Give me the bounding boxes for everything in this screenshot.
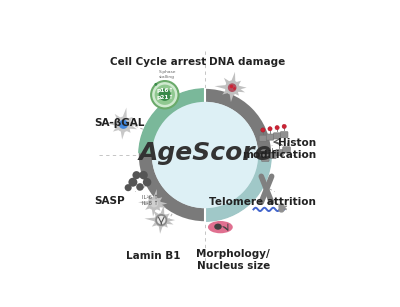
Circle shape bbox=[152, 102, 258, 208]
Polygon shape bbox=[105, 122, 117, 126]
Circle shape bbox=[159, 89, 171, 101]
Text: S-phase
stalling: S-phase stalling bbox=[158, 70, 176, 79]
Polygon shape bbox=[160, 205, 164, 215]
Polygon shape bbox=[159, 226, 163, 234]
Circle shape bbox=[154, 83, 157, 86]
Polygon shape bbox=[167, 218, 175, 222]
Polygon shape bbox=[121, 130, 125, 140]
Polygon shape bbox=[159, 204, 166, 208]
Polygon shape bbox=[126, 128, 130, 133]
Circle shape bbox=[152, 102, 258, 208]
Circle shape bbox=[139, 89, 271, 221]
Circle shape bbox=[148, 197, 161, 210]
Polygon shape bbox=[160, 202, 167, 205]
FancyBboxPatch shape bbox=[266, 134, 274, 140]
Circle shape bbox=[154, 213, 168, 227]
Polygon shape bbox=[113, 126, 120, 132]
Circle shape bbox=[139, 171, 148, 179]
Polygon shape bbox=[152, 209, 156, 217]
Circle shape bbox=[119, 120, 128, 129]
Wedge shape bbox=[205, 157, 271, 221]
Polygon shape bbox=[138, 201, 149, 205]
Polygon shape bbox=[230, 94, 234, 102]
Circle shape bbox=[150, 200, 158, 208]
Wedge shape bbox=[139, 89, 205, 153]
Polygon shape bbox=[152, 222, 158, 227]
FancyBboxPatch shape bbox=[273, 133, 281, 139]
Polygon shape bbox=[165, 213, 170, 218]
Circle shape bbox=[225, 80, 240, 95]
Polygon shape bbox=[145, 205, 151, 210]
Circle shape bbox=[125, 184, 132, 191]
Text: Histon
modification: Histon modification bbox=[242, 138, 316, 160]
Polygon shape bbox=[157, 197, 162, 202]
FancyBboxPatch shape bbox=[259, 135, 267, 141]
Polygon shape bbox=[153, 189, 157, 198]
Text: SASP: SASP bbox=[94, 196, 124, 206]
Ellipse shape bbox=[214, 223, 222, 230]
Polygon shape bbox=[166, 220, 174, 224]
Polygon shape bbox=[238, 86, 247, 90]
Polygon shape bbox=[122, 107, 127, 118]
Text: Morphology/
Nucleus size: Morphology/ Nucleus size bbox=[196, 249, 270, 271]
FancyBboxPatch shape bbox=[283, 147, 290, 153]
Circle shape bbox=[157, 216, 166, 224]
Text: Telomere attrition: Telomere attrition bbox=[209, 197, 316, 207]
Text: Cell Cycle arrest: Cell Cycle arrest bbox=[110, 57, 206, 67]
Text: AgeScore: AgeScore bbox=[138, 141, 272, 165]
Circle shape bbox=[116, 117, 131, 132]
Circle shape bbox=[275, 126, 279, 130]
Polygon shape bbox=[237, 88, 245, 92]
Polygon shape bbox=[153, 211, 159, 217]
Circle shape bbox=[151, 81, 178, 108]
Polygon shape bbox=[224, 78, 230, 84]
FancyBboxPatch shape bbox=[262, 155, 269, 161]
Text: p16↑
p21↑: p16↑ p21↑ bbox=[157, 88, 174, 100]
Circle shape bbox=[282, 124, 286, 129]
Ellipse shape bbox=[208, 221, 233, 233]
Polygon shape bbox=[214, 85, 226, 89]
Circle shape bbox=[228, 83, 236, 92]
Text: IL-6 ↑
IL-8 ↑: IL-6 ↑ IL-8 ↑ bbox=[142, 195, 159, 206]
Polygon shape bbox=[222, 89, 228, 95]
Circle shape bbox=[155, 85, 175, 105]
Circle shape bbox=[261, 128, 265, 132]
Polygon shape bbox=[144, 218, 156, 222]
Polygon shape bbox=[147, 195, 152, 200]
Polygon shape bbox=[130, 122, 139, 126]
Circle shape bbox=[132, 171, 140, 179]
Polygon shape bbox=[164, 223, 168, 228]
Polygon shape bbox=[156, 207, 160, 211]
Polygon shape bbox=[236, 81, 241, 86]
Polygon shape bbox=[115, 114, 121, 121]
Polygon shape bbox=[127, 117, 133, 122]
Circle shape bbox=[128, 178, 137, 187]
Polygon shape bbox=[231, 72, 235, 82]
Circle shape bbox=[136, 183, 144, 191]
Polygon shape bbox=[234, 91, 239, 96]
Text: SA-βGAL: SA-βGAL bbox=[94, 118, 144, 128]
Circle shape bbox=[143, 178, 151, 186]
FancyBboxPatch shape bbox=[280, 132, 288, 138]
FancyBboxPatch shape bbox=[268, 153, 276, 159]
Text: DNA damage: DNA damage bbox=[210, 57, 286, 67]
Text: Lamin B1: Lamin B1 bbox=[126, 251, 180, 261]
Polygon shape bbox=[129, 124, 137, 129]
Circle shape bbox=[268, 127, 272, 131]
FancyBboxPatch shape bbox=[276, 150, 283, 156]
